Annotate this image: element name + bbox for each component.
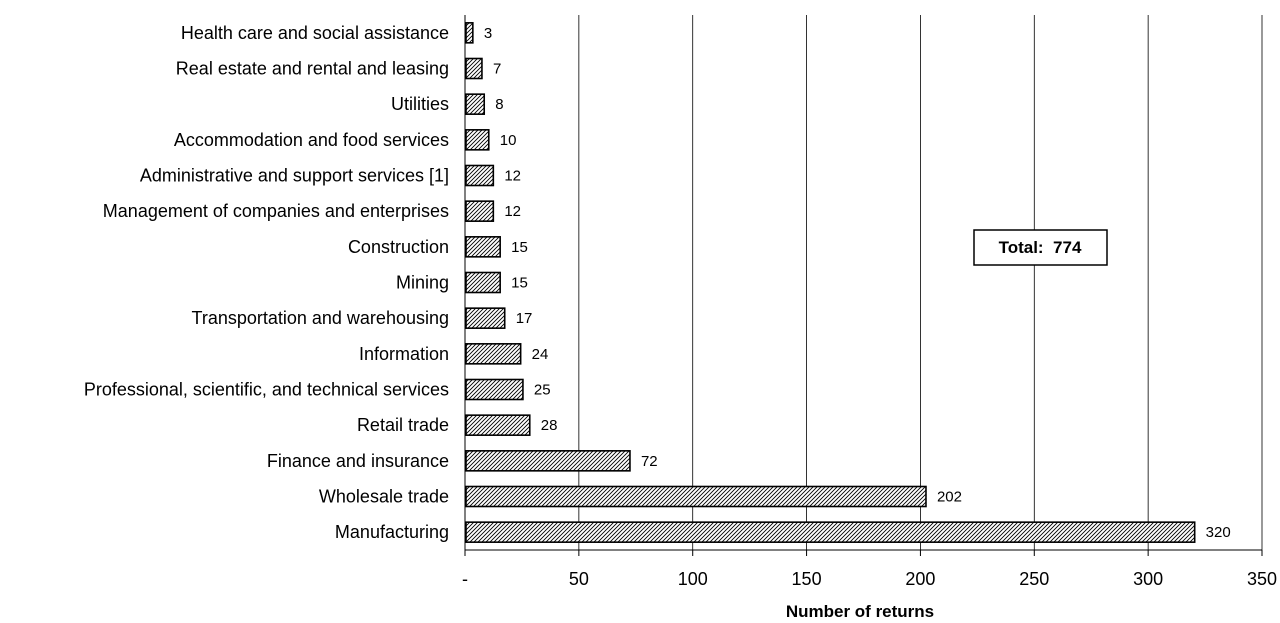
- value-labels: 3 7 8 10 12 12 15 15 17 24 25 28 72 202 320: [484, 25, 1231, 541]
- category-label: Health care and social assistance: [181, 23, 449, 43]
- value-label: 15: [511, 275, 528, 292]
- category-label: Information: [359, 344, 449, 364]
- category-label: Real estate and rental and leasing: [176, 59, 449, 79]
- grid-lines: [578, 15, 1263, 550]
- x-tick-labels: - 50 100 150 200 250 300 350: [462, 569, 1277, 589]
- bar: [465, 93, 486, 115]
- category-label: Mining: [396, 273, 449, 293]
- x-axis: [464, 15, 1263, 556]
- bar: [465, 57, 483, 80]
- x-tick-label: 100: [678, 569, 708, 589]
- bar: [465, 307, 506, 329]
- bar: [465, 22, 474, 44]
- value-label: 12: [504, 168, 521, 185]
- value-label: 15: [511, 239, 528, 256]
- x-tick-label: 50: [569, 569, 589, 589]
- category-label: Management of companies and enterprises: [103, 201, 449, 221]
- x-tick-label: -: [462, 569, 468, 589]
- value-label: 17: [516, 310, 533, 327]
- bar: [465, 129, 490, 151]
- category-label: Transportation and warehousing: [192, 308, 450, 328]
- x-tick-label: 300: [1133, 569, 1163, 589]
- total-box: Total: 774: [973, 229, 1108, 266]
- value-label: 7: [493, 61, 501, 78]
- value-label: 12: [504, 203, 521, 220]
- value-label: 202: [937, 489, 962, 506]
- category-label: Wholesale trade: [319, 487, 449, 507]
- category-label: Accommodation and food services: [174, 130, 449, 150]
- bar: [465, 414, 531, 436]
- total-annotation: Total: 774: [999, 238, 1082, 257]
- x-tick-label: 350: [1247, 569, 1277, 589]
- category-label: Manufacturing: [335, 522, 449, 542]
- value-label: 72: [641, 453, 658, 470]
- value-label: 8: [495, 96, 503, 113]
- value-label: 28: [541, 417, 558, 434]
- x-tick-label: 250: [1019, 569, 1049, 589]
- bar: [465, 271, 501, 294]
- category-label: Administrative and support services [1]: [140, 166, 449, 186]
- value-label: 24: [532, 346, 549, 363]
- bar: [465, 450, 631, 472]
- bar: [465, 378, 524, 401]
- bar: [465, 164, 495, 187]
- category-labels: Health care and social assistance Real es…: [84, 23, 449, 542]
- category-label: Construction: [348, 237, 449, 257]
- category-label: Retail trade: [357, 415, 449, 435]
- bar: [465, 200, 495, 222]
- category-label: Professional, scientific, and technical …: [84, 380, 449, 400]
- x-tick-label: 150: [792, 569, 822, 589]
- bar: [465, 485, 927, 508]
- value-label: 320: [1206, 524, 1231, 541]
- bar: [465, 521, 1196, 543]
- x-tick-label: 200: [905, 569, 935, 589]
- bar: [465, 343, 522, 365]
- x-axis-title: Number of returns: [786, 602, 934, 621]
- category-label: Utilities: [391, 94, 449, 114]
- value-label: 3: [484, 25, 492, 42]
- value-label: 10: [500, 132, 517, 149]
- value-label: 25: [534, 382, 551, 399]
- bars: [465, 22, 1196, 543]
- category-label: Finance and insurance: [267, 451, 449, 471]
- bar: [465, 236, 501, 258]
